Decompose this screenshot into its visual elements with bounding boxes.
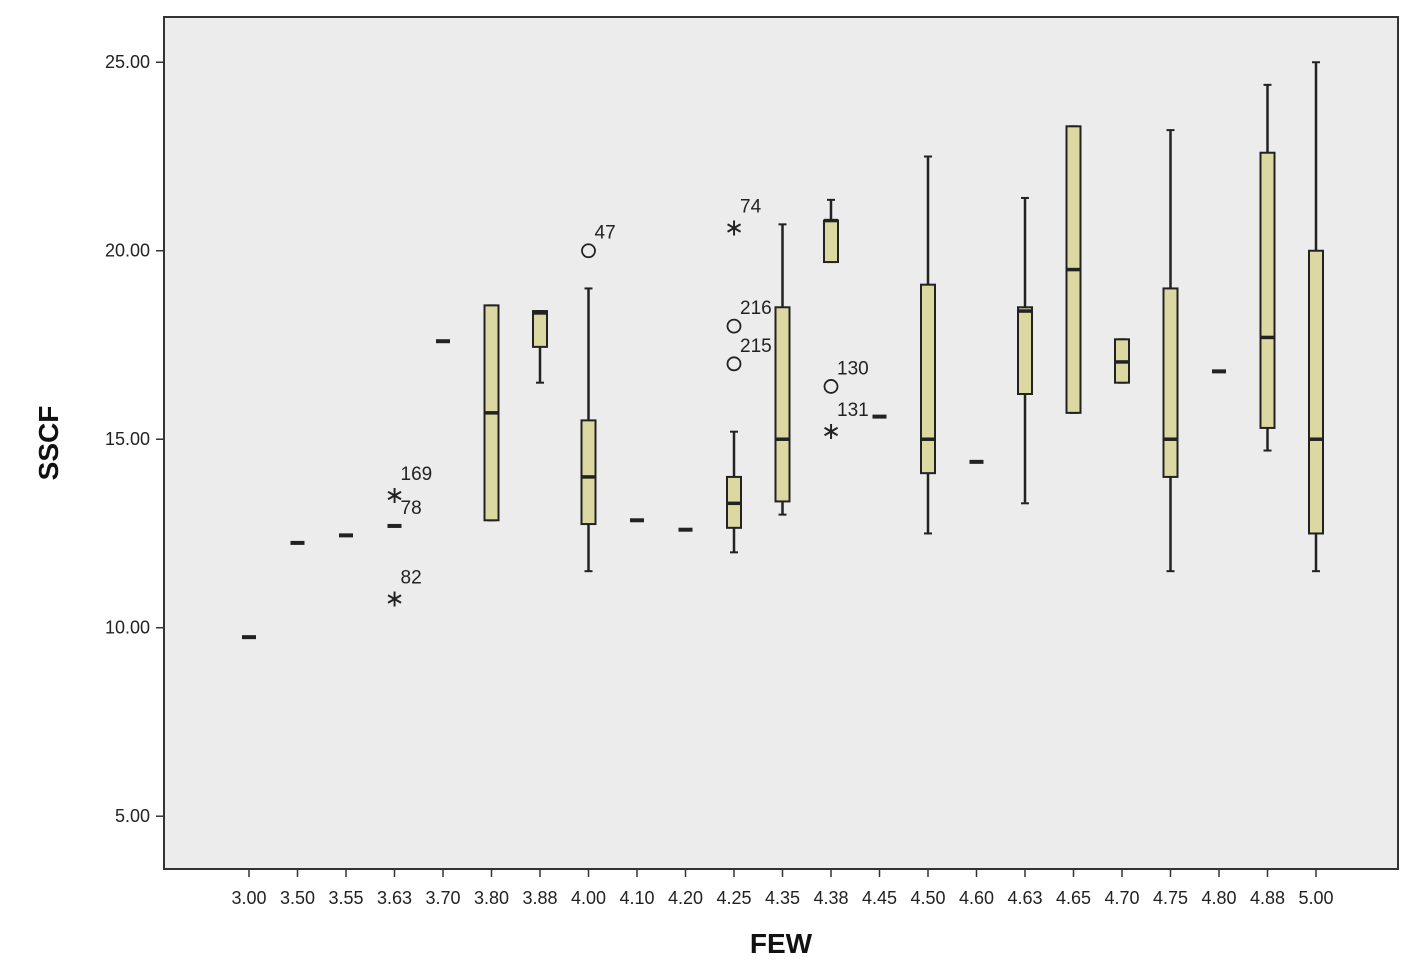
outlier-78: 78 (401, 498, 422, 519)
x-tick-label: 4.00 (571, 888, 606, 908)
box-3-80 (483, 304, 500, 522)
box-4-00 (580, 287, 597, 573)
x-tick-label: 4.80 (1201, 888, 1236, 908)
box-series (242, 61, 1324, 640)
outlier-label: 78 (401, 498, 422, 519)
y-tick-label: 20.00 (105, 241, 150, 261)
outlier-star-marker: ∗ (384, 481, 404, 509)
x-tick-label: 4.63 (1007, 888, 1042, 908)
y-tick-label: 5.00 (115, 806, 150, 826)
box-4-35 (774, 223, 791, 516)
box-4-65 (1065, 125, 1082, 414)
x-tick-label: 4.75 (1153, 888, 1188, 908)
box-4-88 (1259, 83, 1276, 452)
box-body (1017, 306, 1033, 395)
x-tick-label: 3.63 (377, 888, 412, 908)
y-tick-label: 10.00 (105, 618, 150, 638)
box-4-70 (1114, 338, 1130, 384)
x-axis-title: FEW (750, 928, 813, 959)
box-body (580, 419, 597, 526)
box-body (532, 310, 548, 348)
x-tick-label: 4.25 (716, 888, 751, 908)
outlier-star-marker: ∗ (384, 585, 404, 613)
x-tick-label: 3.80 (474, 888, 509, 908)
x-tick-label: 3.55 (328, 888, 363, 908)
x-tick-label: 4.20 (668, 888, 703, 908)
box-4-38 (823, 198, 839, 264)
x-tick-label: 3.88 (522, 888, 557, 908)
outlier-47: 47 (581, 223, 616, 259)
y-axis-title: SSCF (33, 406, 64, 481)
outlier-216: 216 (726, 298, 772, 334)
x-tick-label: 4.70 (1104, 888, 1139, 908)
x-tick-label: 4.45 (862, 888, 897, 908)
box-5-00 (1308, 61, 1324, 573)
outlier-circle-marker (726, 318, 742, 334)
outlier-label: 131 (837, 400, 869, 421)
x-tick-label: 4.60 (959, 888, 994, 908)
box-4-75 (1162, 129, 1179, 573)
y-axis: 5.00 10.00 15.00 20.00 25.00 (105, 52, 164, 826)
box-4-50 (920, 155, 936, 535)
outlier-circle-marker (823, 379, 839, 394)
outlier-label: 216 (740, 298, 772, 319)
outlier-169: ∗169 (384, 464, 432, 509)
x-axis: 3.00 3.50 3.55 3.63 3.70 3.80 3.88 4.00 4.10 4.20… (231, 869, 1334, 908)
x-tick-label: 4.65 (1056, 888, 1091, 908)
outlier-circle-marker (726, 356, 742, 372)
x-tick-label: 4.10 (619, 888, 654, 908)
outlier-label: 215 (740, 336, 772, 357)
outlier-215: 215 (726, 336, 772, 372)
outlier-star-marker: ∗ (724, 213, 744, 241)
box-4-25 (726, 430, 742, 554)
outlier-label: 74 (740, 196, 762, 217)
outlier-74: ∗74 (724, 196, 762, 241)
box-body (1259, 151, 1276, 429)
outlier-label: 82 (401, 568, 422, 589)
box-body (774, 306, 791, 503)
box-3-88 (532, 310, 548, 384)
x-tick-label: 3.00 (231, 888, 266, 908)
x-tick-label: 4.88 (1250, 888, 1285, 908)
x-tick-label: 3.70 (425, 888, 460, 908)
outlier-circle-marker (581, 243, 596, 259)
outlier-82: ∗82 (384, 568, 421, 613)
box-body (823, 219, 839, 264)
box-4-63 (1017, 196, 1033, 505)
outlier-label: 130 (837, 358, 869, 379)
x-tick-label: 3.50 (280, 888, 315, 908)
x-tick-label: 4.38 (813, 888, 848, 908)
outlier-130: 130 (823, 358, 869, 394)
x-tick-label: 4.35 (765, 888, 800, 908)
box-body (1308, 249, 1324, 535)
x-tick-label: 4.50 (910, 888, 945, 908)
x-tick-label: 5.00 (1298, 888, 1333, 908)
outlier-star-marker: ∗ (821, 417, 841, 445)
outlier-131: ∗131 (821, 400, 869, 445)
y-tick-label: 15.00 (105, 429, 150, 449)
y-tick-label: 25.00 (105, 52, 150, 72)
outlier-label: 169 (401, 464, 433, 485)
outlier-label: 47 (595, 223, 616, 244)
box-body (920, 283, 936, 475)
box-body (1162, 287, 1179, 478)
